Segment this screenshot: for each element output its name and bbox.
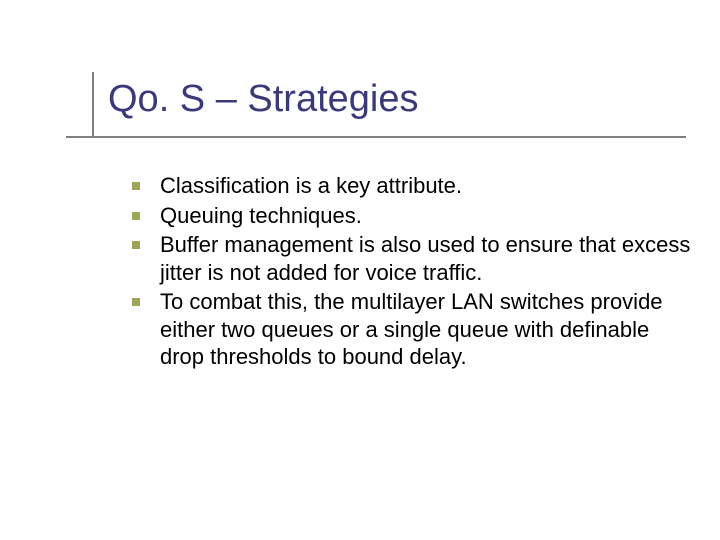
list-item: Classification is a key attribute. — [132, 172, 692, 200]
slide-title: Qo. S – Strategies — [108, 78, 419, 121]
slide-body: Classification is a key attribute. Queui… — [132, 172, 692, 373]
list-item: To combat this, the multilayer LAN switc… — [132, 288, 692, 371]
list-item: Queuing techniques. — [132, 202, 692, 230]
title-horizontal-rule — [66, 136, 686, 138]
list-item: Buffer management is also used to ensure… — [132, 231, 692, 286]
bullet-icon — [132, 182, 140, 190]
bullet-icon — [132, 212, 140, 220]
list-item-text: To combat this, the multilayer LAN switc… — [160, 288, 692, 371]
bullet-icon — [132, 298, 140, 306]
list-item-text: Classification is a key attribute. — [160, 172, 692, 200]
bullet-icon — [132, 241, 140, 249]
list-item-text: Buffer management is also used to ensure… — [160, 231, 692, 286]
list-item-text: Queuing techniques. — [160, 202, 692, 230]
title-vertical-rule — [92, 72, 94, 138]
slide: Qo. S – Strategies Classification is a k… — [0, 0, 720, 540]
